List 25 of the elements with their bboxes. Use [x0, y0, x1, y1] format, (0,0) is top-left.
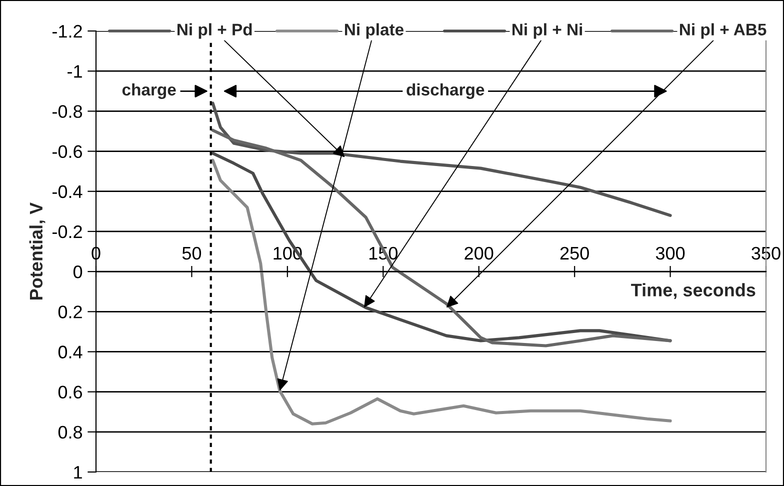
- x-tick-label: 250: [560, 246, 589, 260]
- annotation: Ni pl + AB5: [680, 23, 766, 39]
- y-tick-label: 0.4: [58, 346, 82, 358]
- annotation: Ni pl + Ni: [512, 23, 582, 39]
- y-tick-label: -0.8: [52, 105, 82, 118]
- y-tick-label: 0.6: [58, 386, 82, 399]
- y-tick-label: 0.2: [58, 306, 82, 318]
- y-tick-label: -1.2: [52, 24, 82, 38]
- y-tick-label: 0: [73, 265, 82, 278]
- y-tick-label: -0.4: [52, 185, 82, 198]
- x-tick-label: 200: [464, 246, 494, 260]
- y-tick-label: -1: [68, 65, 82, 78]
- y-tick-label: -0.2: [52, 225, 82, 238]
- x-tick-label: 350: [752, 246, 780, 260]
- y-tick-label: 1: [74, 466, 82, 479]
- annotation: discharge: [406, 83, 484, 99]
- annotation: Ni plate: [345, 23, 404, 39]
- x-axis-title: Time, seconds: [631, 283, 756, 300]
- annotation: charge: [122, 83, 176, 99]
- annotation: Ni pl + Pd: [178, 23, 252, 39]
- y-axis-title: Potential, V: [29, 202, 46, 300]
- x-tick-label: 300: [656, 246, 685, 260]
- x-tick-label: 50: [182, 246, 202, 260]
- y-tick-label: -0.6: [52, 145, 82, 158]
- y-tick-label: 0.8: [58, 426, 82, 439]
